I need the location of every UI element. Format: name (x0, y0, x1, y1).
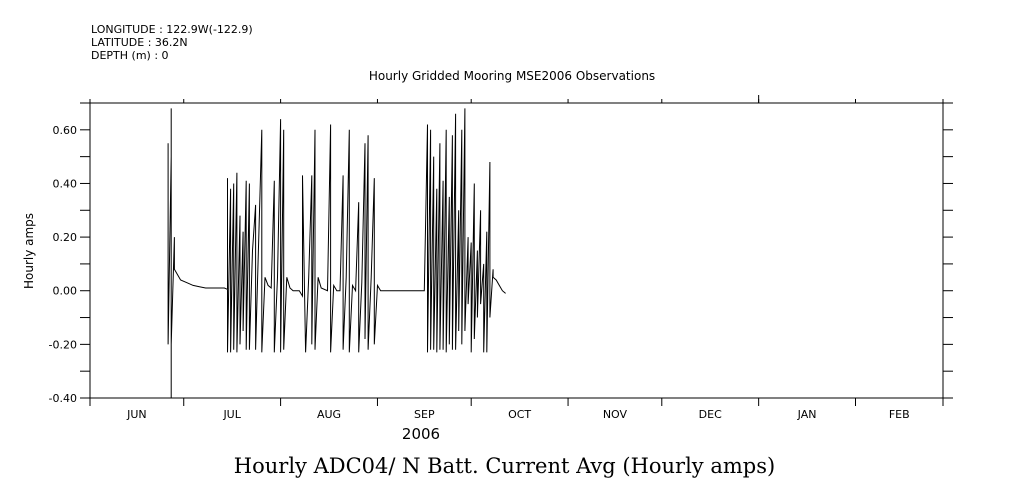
y-tick-label: 0.40 (53, 177, 78, 190)
depth-label: DEPTH (m) : 0 (91, 49, 169, 62)
x-tick-label: JUL (222, 408, 241, 421)
series-line (167, 108, 506, 398)
y-tick-label: -0.20 (49, 338, 77, 351)
x-tick-label: JUN (126, 408, 147, 421)
y-axis: -0.40 -0.20 0.00 0.20 0.40 0.60 (49, 102, 953, 405)
x-axis: JUN JUL AUG SEP OCT NOV DEC JAN FEB (89, 95, 944, 421)
y-tick-label: 0.00 (53, 285, 78, 298)
x-axis-label: 2006 (402, 425, 440, 443)
x-tick-label: DEC (699, 408, 722, 421)
plot-border (89, 102, 944, 399)
y-tick-label: 0.20 (53, 231, 78, 244)
y-axis-label: Hourly amps (22, 213, 36, 289)
y-tick-label: 0.60 (53, 124, 78, 137)
chart-title: Hourly Gridded Mooring MSE2006 Observati… (369, 69, 655, 83)
x-tick-label: FEB (889, 408, 910, 421)
x-tick-label: JAN (797, 408, 817, 421)
x-tick-label: NOV (603, 408, 628, 421)
plot-frame (89, 102, 944, 399)
x-tick-label: OCT (508, 408, 531, 421)
x-tick-label: AUG (317, 408, 341, 421)
longitude-label: LONGITUDE : 122.9W(-122.9) (91, 23, 253, 36)
x-tick-label: SEP (414, 408, 435, 421)
y-tick-label: -0.40 (49, 392, 77, 405)
bottom-title: Hourly ADC04/ N Batt. Current Avg (Hourl… (233, 454, 776, 478)
latitude-label: LATITUDE : 36.2N (91, 36, 188, 49)
